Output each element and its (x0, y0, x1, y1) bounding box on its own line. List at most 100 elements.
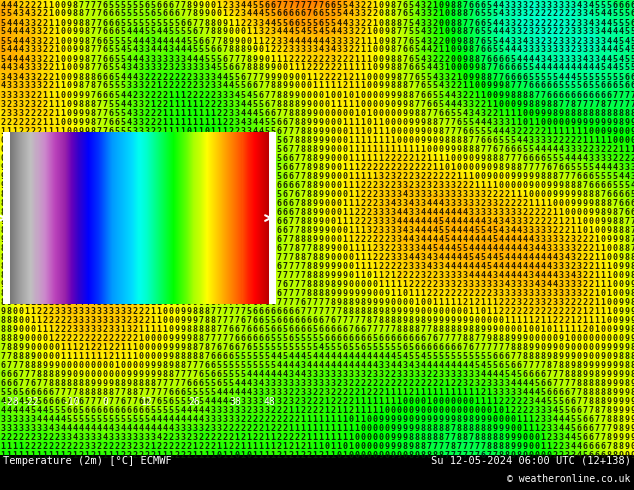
Text: 0: 0 (72, 126, 77, 136)
Text: 1: 1 (378, 279, 384, 289)
Text: 3: 3 (276, 396, 281, 406)
Text: 5: 5 (571, 163, 576, 172)
Text: 1: 1 (55, 153, 60, 163)
Text: 9: 9 (384, 99, 389, 108)
Text: 4: 4 (462, 361, 467, 369)
Text: 6: 6 (432, 99, 437, 108)
Text: 2: 2 (456, 180, 462, 190)
Text: 0: 0 (145, 334, 150, 343)
Text: 8: 8 (79, 9, 84, 19)
Text: 8: 8 (522, 343, 527, 351)
Text: 0: 0 (462, 73, 467, 81)
Text: 5: 5 (408, 9, 413, 19)
Text: 4: 4 (469, 262, 474, 270)
Text: 3: 3 (498, 207, 503, 217)
Text: 6: 6 (30, 388, 36, 396)
Text: 3: 3 (420, 19, 425, 27)
Text: 8: 8 (396, 73, 401, 81)
Text: 0: 0 (325, 235, 330, 244)
Text: 4: 4 (60, 423, 65, 433)
Text: 5: 5 (283, 343, 287, 351)
Text: 9: 9 (630, 423, 634, 433)
Text: 2: 2 (223, 118, 228, 126)
Text: 9: 9 (522, 441, 527, 450)
Text: 6: 6 (547, 81, 552, 91)
Text: 5: 5 (384, 343, 389, 351)
Text: 0: 0 (30, 343, 36, 351)
Text: 6: 6 (228, 343, 233, 351)
Text: 4: 4 (522, 262, 527, 270)
Text: 5: 5 (607, 172, 612, 180)
Text: 2: 2 (157, 99, 162, 108)
Text: 4: 4 (403, 351, 408, 361)
Text: 2: 2 (522, 207, 527, 217)
Text: 5: 5 (162, 396, 167, 406)
Text: 9: 9 (600, 351, 605, 361)
Text: 8: 8 (354, 307, 359, 316)
Text: 7: 7 (444, 334, 450, 343)
Text: 4: 4 (564, 73, 569, 81)
Text: 1: 1 (108, 225, 113, 235)
Text: 2: 2 (120, 334, 126, 343)
Text: 4: 4 (150, 423, 155, 433)
Text: 6: 6 (283, 145, 287, 153)
Text: 1: 1 (391, 388, 396, 396)
Text: 7: 7 (235, 297, 240, 307)
Text: 5: 5 (271, 361, 276, 369)
Text: 2: 2 (120, 252, 126, 262)
Text: 2: 2 (366, 163, 372, 172)
Text: 2: 2 (583, 235, 588, 244)
Text: 9: 9 (67, 369, 72, 378)
Text: 8: 8 (481, 64, 486, 73)
Text: 7: 7 (120, 172, 126, 180)
Text: 1: 1 (534, 423, 540, 433)
Text: 6: 6 (541, 369, 545, 378)
Text: 5: 5 (120, 81, 126, 91)
Text: 3: 3 (186, 64, 191, 73)
Text: 9: 9 (462, 46, 467, 54)
Text: 9: 9 (619, 396, 623, 406)
Text: 0: 0 (378, 99, 384, 108)
Text: 4: 4 (534, 279, 540, 289)
Text: 1: 1 (25, 297, 30, 307)
Text: 8: 8 (600, 108, 605, 118)
Text: 9: 9 (342, 270, 347, 279)
Text: 6: 6 (288, 198, 294, 207)
Text: 0: 0 (559, 198, 564, 207)
Text: 7: 7 (552, 163, 557, 172)
Text: 6: 6 (612, 190, 618, 198)
Text: 3: 3 (55, 423, 60, 433)
Text: 3: 3 (306, 388, 311, 396)
Text: 1: 1 (361, 172, 365, 180)
Text: 3: 3 (529, 46, 533, 54)
Text: 4: 4 (162, 36, 167, 46)
Text: 8: 8 (595, 369, 600, 378)
Text: 8: 8 (571, 108, 576, 118)
Text: 5: 5 (205, 225, 209, 235)
Text: 8: 8 (186, 324, 191, 334)
Text: 7: 7 (630, 244, 634, 252)
Text: 0: 0 (354, 279, 359, 289)
Text: 5: 5 (18, 388, 23, 396)
Text: 2: 2 (48, 64, 53, 73)
Text: 6: 6 (288, 9, 294, 19)
Text: 8: 8 (451, 324, 455, 334)
Text: 5: 5 (325, 343, 330, 351)
Text: 4: 4 (474, 252, 479, 262)
Text: 1: 1 (181, 108, 186, 118)
Text: 4: 4 (150, 172, 155, 180)
Text: 5: 5 (205, 369, 209, 378)
Text: 5: 5 (174, 19, 179, 27)
Text: 3: 3 (150, 433, 155, 441)
Text: 0: 0 (133, 361, 138, 369)
Text: 3: 3 (91, 324, 96, 334)
Text: 3: 3 (138, 441, 143, 450)
Text: 3: 3 (1, 415, 6, 423)
Text: 6: 6 (295, 180, 299, 190)
Text: 6: 6 (186, 235, 191, 244)
Text: 2: 2 (235, 423, 240, 433)
Text: 4: 4 (216, 396, 221, 406)
Text: 4: 4 (534, 244, 540, 252)
Text: 1: 1 (103, 351, 108, 361)
Text: 3: 3 (564, 270, 569, 279)
